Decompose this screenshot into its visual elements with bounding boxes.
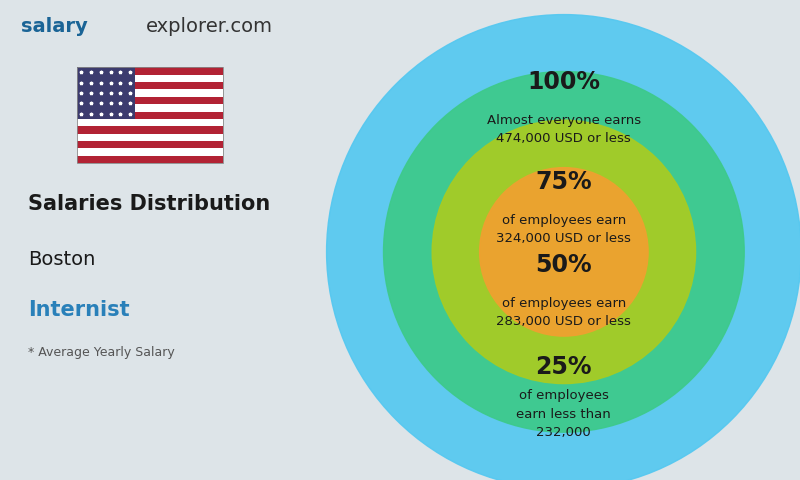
Bar [77,156,222,163]
Bar [77,148,222,156]
Bar [77,104,222,111]
Bar [77,141,222,148]
Text: Salaries Distribution: Salaries Distribution [28,194,270,214]
Text: of employees earn
283,000 USD or less: of employees earn 283,000 USD or less [497,297,631,328]
Text: of employees
earn less than
232,000: of employees earn less than 232,000 [517,389,611,439]
Text: 25%: 25% [536,355,592,379]
Text: 50%: 50% [535,253,592,277]
Text: 100%: 100% [527,70,600,94]
Text: Boston: Boston [28,250,95,269]
Text: 75%: 75% [535,170,592,194]
Text: of employees earn
324,000 USD or less: of employees earn 324,000 USD or less [497,214,631,245]
Bar [77,89,222,97]
Bar [77,82,222,89]
Circle shape [326,14,800,480]
Text: explorer.com: explorer.com [146,17,273,36]
Bar [77,133,222,141]
Circle shape [480,168,648,336]
Bar [77,74,222,82]
Bar [77,126,222,133]
Text: Almost everyone earns
474,000 USD or less: Almost everyone earns 474,000 USD or les… [487,114,641,145]
Bar [77,67,222,74]
Circle shape [383,72,744,432]
Text: salary: salary [21,17,88,36]
Bar [77,67,222,163]
Text: * Average Yearly Salary: * Average Yearly Salary [28,346,174,360]
Circle shape [432,120,695,384]
Text: Internist: Internist [28,300,130,320]
Bar [77,119,222,126]
Bar [77,97,222,104]
Bar [77,67,135,119]
Bar [77,111,222,119]
